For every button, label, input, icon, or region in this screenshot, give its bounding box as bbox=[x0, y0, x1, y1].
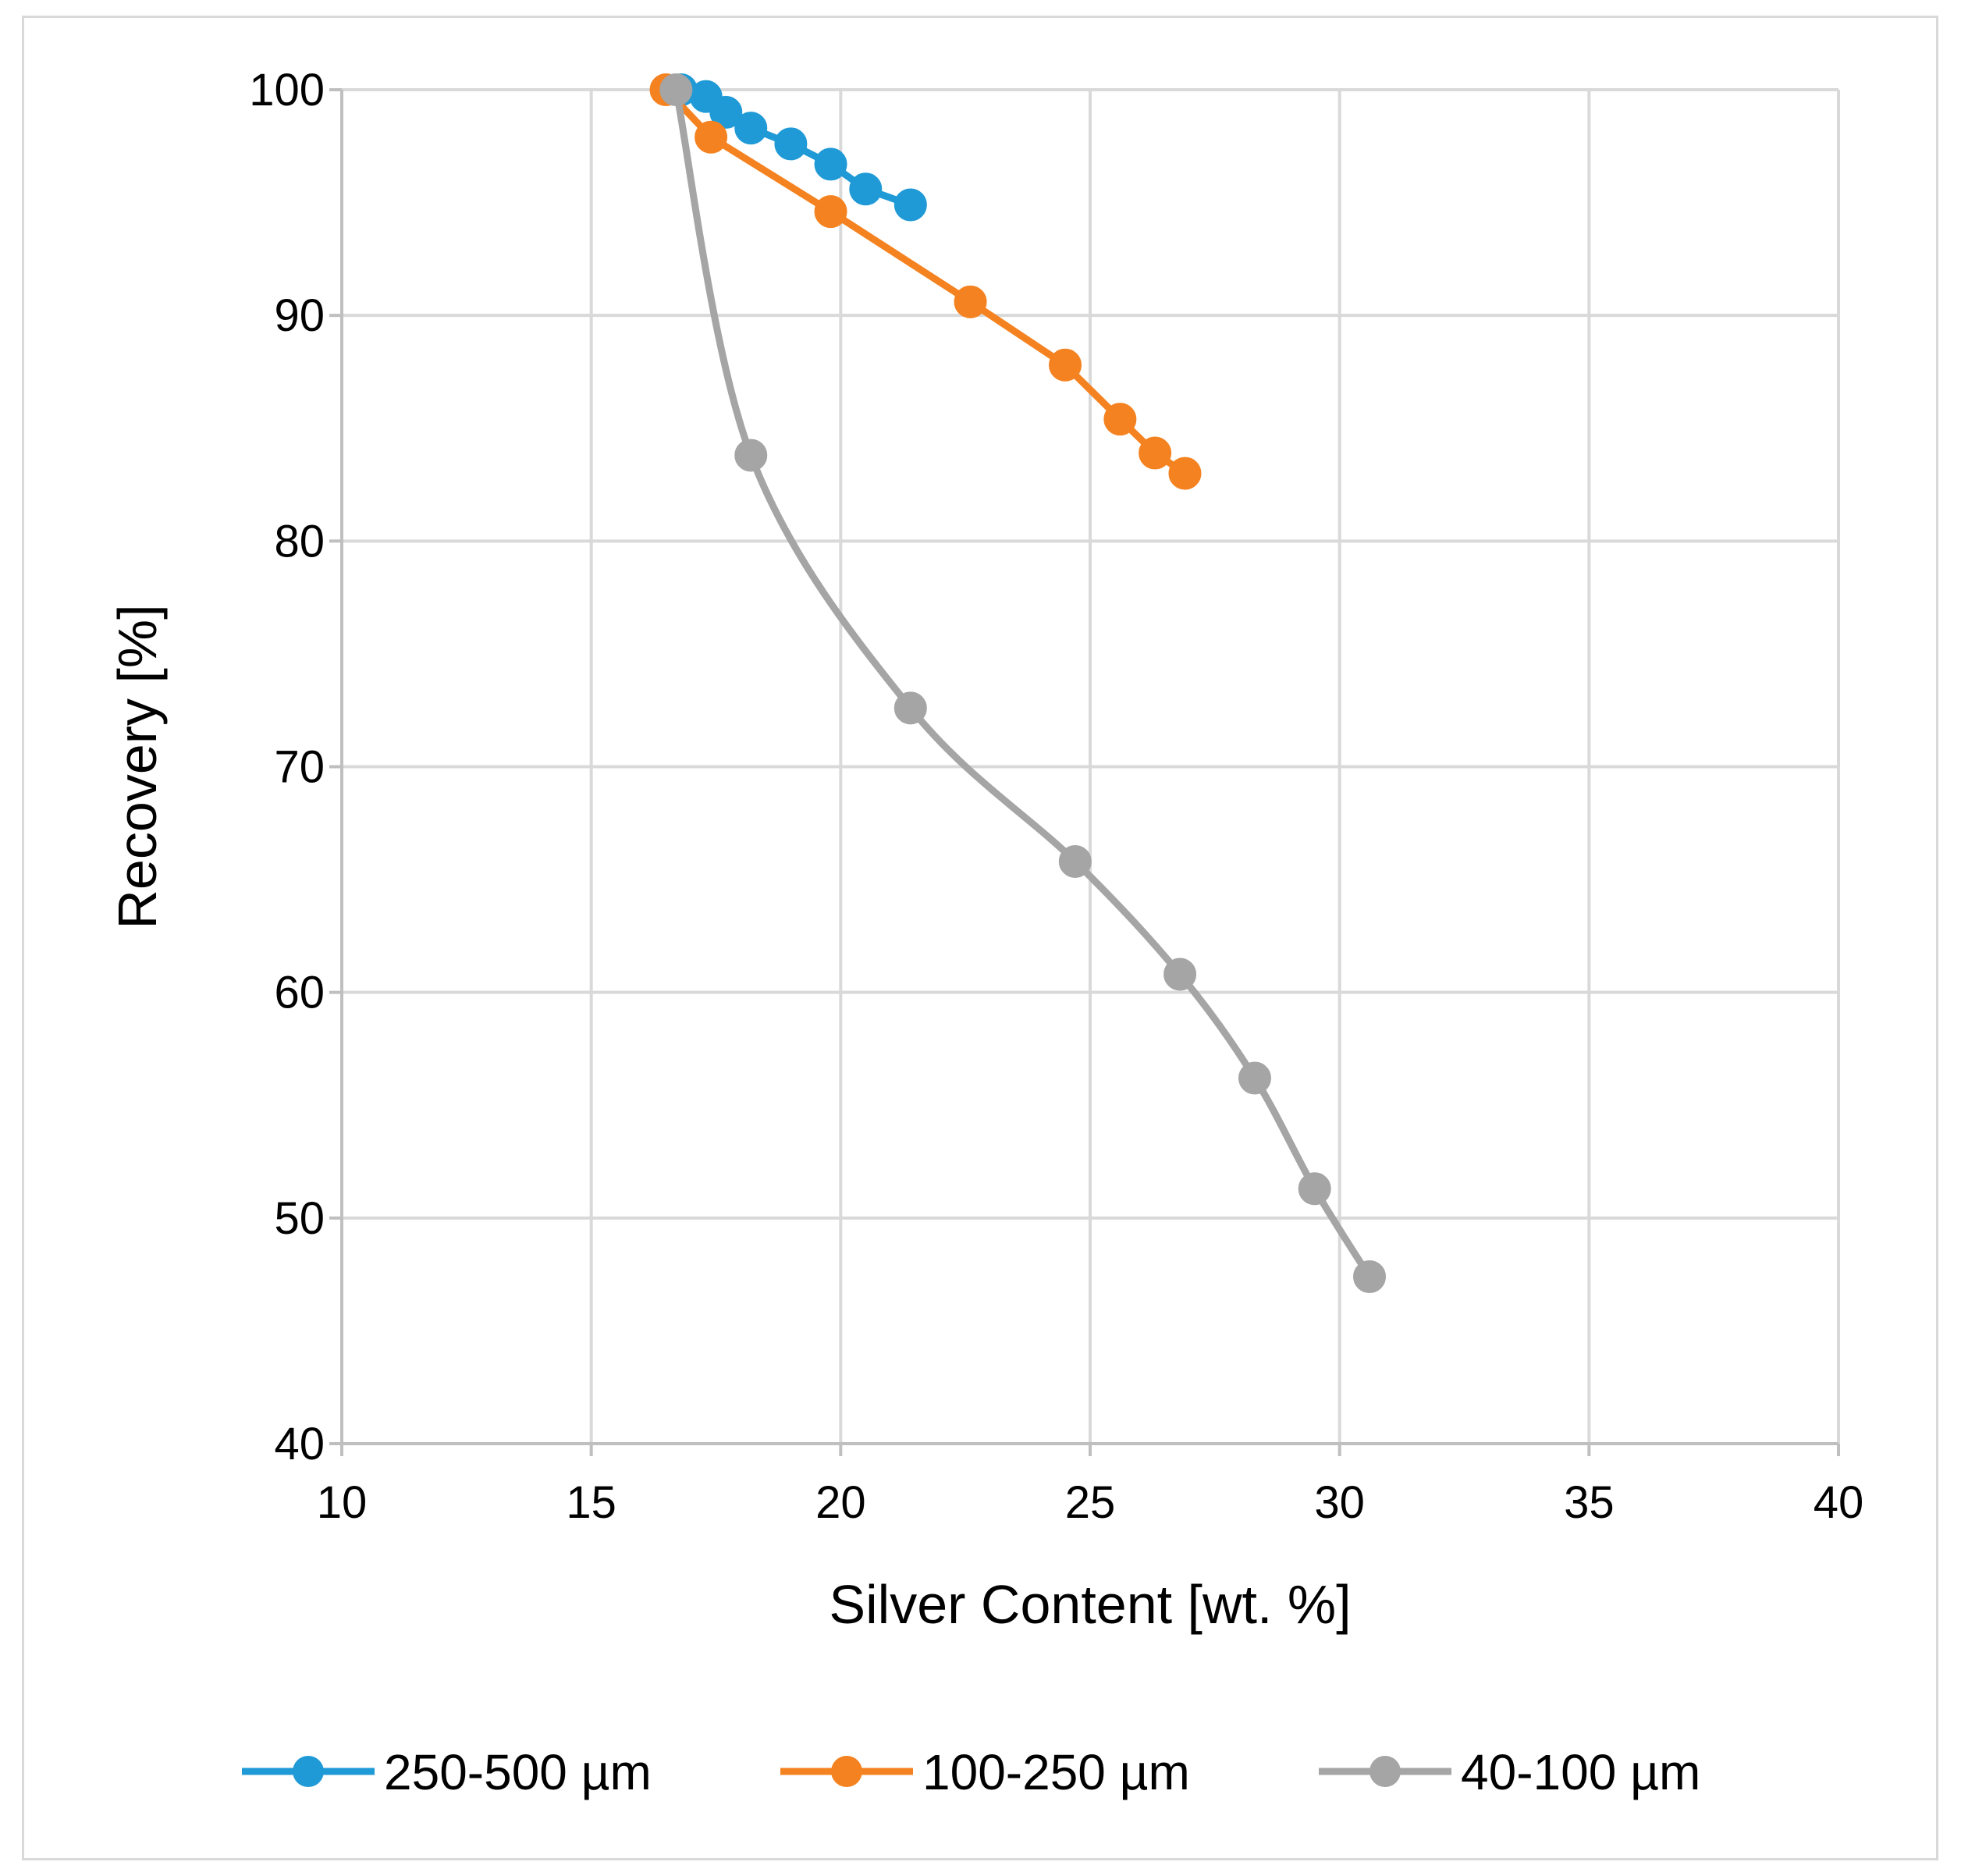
data-point bbox=[893, 188, 927, 222]
data-point bbox=[1298, 1172, 1331, 1206]
legend-marker bbox=[293, 1756, 324, 1787]
y-axis-title: Recovery [%] bbox=[107, 604, 168, 929]
y-tick-label: 60 bbox=[274, 968, 325, 1018]
x-tick-label: 10 bbox=[317, 1477, 368, 1528]
x-tick-label: 25 bbox=[1065, 1477, 1116, 1528]
data-point bbox=[849, 172, 883, 206]
y-tick-label: 80 bbox=[274, 516, 325, 567]
y-tick-label: 40 bbox=[274, 1419, 325, 1469]
data-point bbox=[734, 112, 768, 145]
x-tick-label: 15 bbox=[566, 1477, 616, 1528]
x-tick-label: 35 bbox=[1564, 1477, 1615, 1528]
series-line bbox=[672, 86, 1373, 1281]
data-point bbox=[954, 285, 987, 318]
legend-label: 100-250 µm bbox=[922, 1744, 1190, 1800]
x-tick-label: 20 bbox=[815, 1477, 866, 1528]
series bbox=[649, 73, 1387, 1294]
data-point bbox=[774, 127, 808, 161]
legend-label: 40-100 µm bbox=[1461, 1744, 1700, 1800]
data-point bbox=[893, 691, 927, 725]
data-point bbox=[659, 73, 693, 106]
data-point bbox=[814, 147, 847, 181]
axes bbox=[329, 88, 1840, 1456]
legend-marker bbox=[831, 1756, 862, 1787]
data-point bbox=[1163, 958, 1197, 991]
legend-item: 100-250 µm bbox=[780, 1744, 1190, 1800]
y-tick-label: 70 bbox=[274, 742, 325, 793]
legend: 250-500 µm 100-250 µm 40-100 µm bbox=[242, 1744, 1700, 1800]
data-point bbox=[1049, 348, 1082, 382]
series-1 bbox=[649, 73, 1202, 490]
y-tick-labels: 40 50 60 70 80 90 100 bbox=[249, 65, 325, 1469]
grid bbox=[342, 88, 1840, 1444]
data-point bbox=[695, 120, 728, 154]
x-axis-title: Silver Content [wt. %] bbox=[829, 1574, 1351, 1635]
y-tick-label: 50 bbox=[274, 1193, 325, 1244]
legend-label: 250-500 µm bbox=[384, 1744, 652, 1800]
data-point bbox=[1168, 457, 1202, 490]
legend-item: 40-100 µm bbox=[1319, 1744, 1700, 1800]
data-point bbox=[1103, 403, 1137, 436]
y-tick-label: 90 bbox=[274, 290, 325, 341]
y-tick-label: 100 bbox=[249, 65, 325, 115]
legend-marker bbox=[1370, 1756, 1401, 1787]
series-2 bbox=[659, 73, 1387, 1294]
legend-item: 250-500 µm bbox=[242, 1744, 652, 1800]
data-point bbox=[709, 95, 743, 129]
data-point bbox=[734, 439, 768, 472]
data-point bbox=[1353, 1260, 1387, 1294]
data-point bbox=[1238, 1061, 1271, 1095]
x-tick-label: 30 bbox=[1314, 1477, 1365, 1528]
data-point bbox=[1139, 436, 1172, 470]
x-tick-label: 40 bbox=[1814, 1477, 1864, 1528]
x-tick-labels: 10 15 20 25 30 35 40 bbox=[317, 1477, 1864, 1528]
data-point bbox=[814, 195, 847, 229]
data-point bbox=[1058, 844, 1092, 878]
